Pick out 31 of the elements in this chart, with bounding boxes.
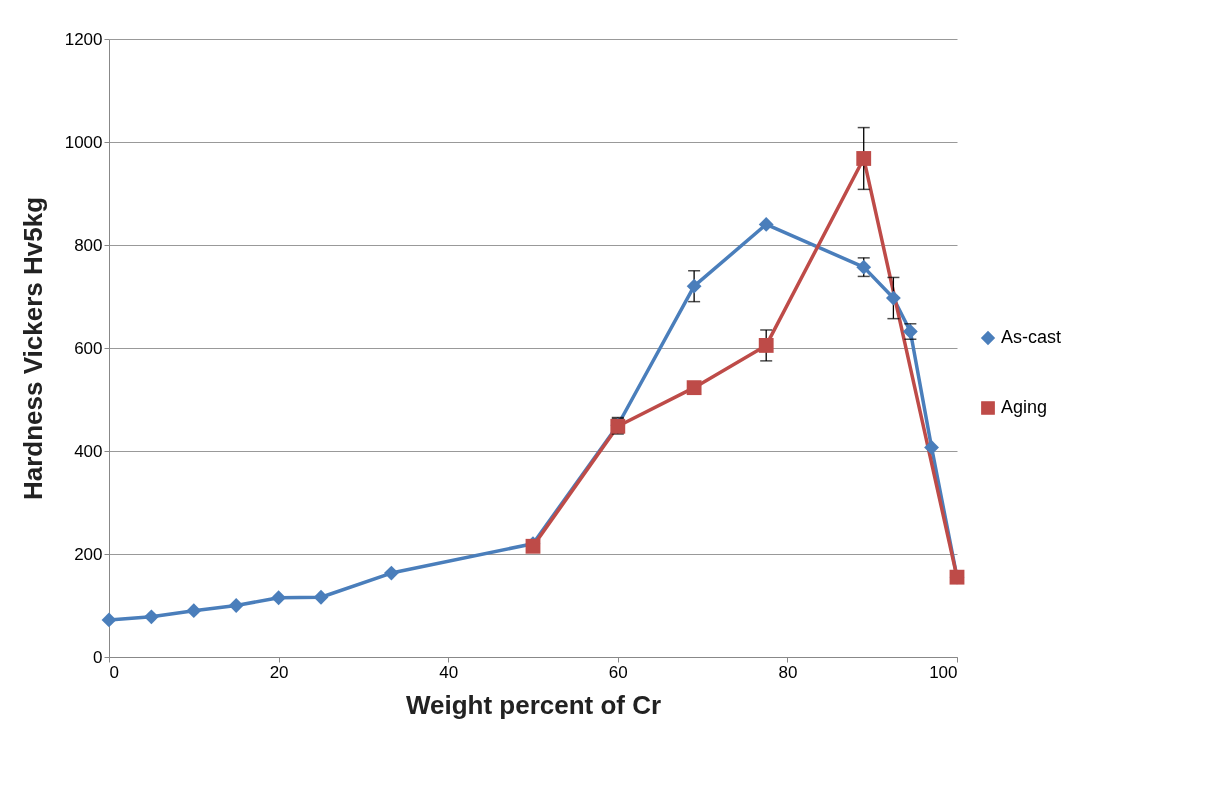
y-tick-label: 600: [74, 338, 103, 358]
y-axis-title: Hardness Vickers Hv5kg: [17, 196, 48, 501]
point: [186, 603, 202, 619]
point: [271, 590, 287, 606]
y-tick-label: 800: [74, 235, 103, 255]
point: [101, 612, 117, 628]
point: [686, 278, 702, 294]
y-tick-label: 1000: [64, 132, 103, 152]
x-tick-label: 100: [929, 662, 958, 682]
x-tick-label: 60: [608, 662, 628, 682]
point: [313, 589, 329, 605]
x-tick-label: 40: [439, 662, 459, 682]
x-tick-label: 20: [269, 662, 289, 682]
y-tick-label: 400: [74, 441, 103, 461]
x-tick-label: 0: [109, 662, 119, 682]
point: [885, 290, 901, 306]
point: [228, 598, 244, 613]
x-axis-title: Weight percent of Cr: [405, 689, 662, 720]
point: [383, 565, 399, 581]
point: [758, 338, 774, 353]
point: [856, 151, 872, 166]
y-tick-label: 1200: [64, 29, 103, 49]
legend-label: Aging: [1001, 397, 1048, 417]
y-tick-label: 200: [74, 544, 103, 564]
point: [686, 380, 702, 396]
x-tick-label: 80: [778, 662, 798, 682]
legend-label: As-cast: [1001, 327, 1062, 347]
point: [143, 609, 159, 625]
y-tick-label: 0: [93, 647, 103, 667]
point: [758, 216, 774, 232]
point: [924, 439, 939, 455]
